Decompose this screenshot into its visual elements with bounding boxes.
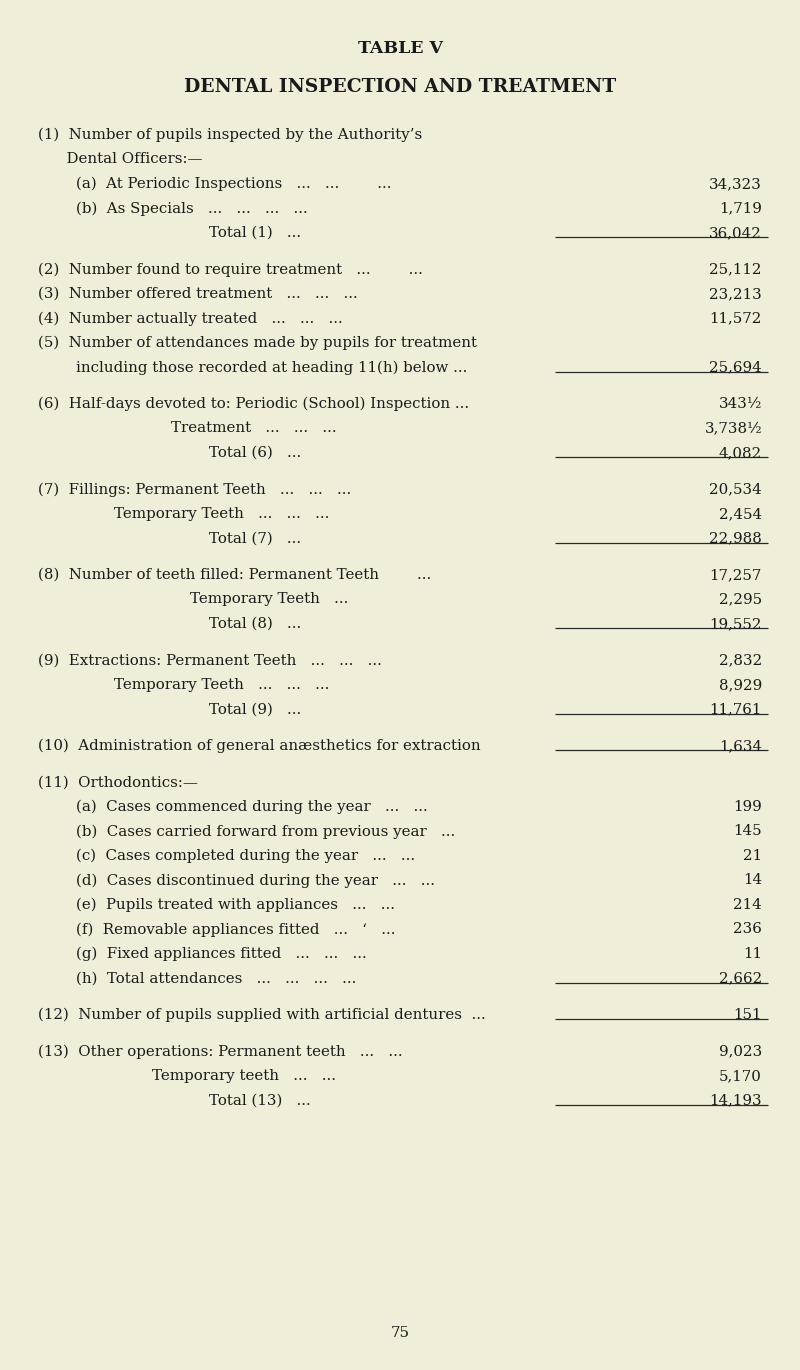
Text: DENTAL INSPECTION AND TREATMENT: DENTAL INSPECTION AND TREATMENT [184,78,616,96]
Text: (h)  Total attendances   ...   ...   ...   ...: (h) Total attendances ... ... ... ... [38,971,356,985]
Text: 19,552: 19,552 [710,616,762,632]
Text: 25,112: 25,112 [710,263,762,277]
Text: 2,454: 2,454 [719,507,762,521]
Text: TABLE V: TABLE V [358,40,442,58]
Text: 36,042: 36,042 [709,226,762,240]
Text: (7)  Fillings: Permanent Teeth   ...   ...   ...: (7) Fillings: Permanent Teeth ... ... ..… [38,482,351,497]
Text: (e)  Pupils treated with appliances   ...   ...: (e) Pupils treated with appliances ... .… [38,897,395,912]
Text: (4)  Number actually treated   ...   ...   ...: (4) Number actually treated ... ... ... [38,311,342,326]
Text: 1,634: 1,634 [719,738,762,754]
Text: Total (7)   ...: Total (7) ... [38,532,301,545]
Text: 11,572: 11,572 [710,311,762,326]
Text: 214: 214 [734,897,762,912]
Text: (5)  Number of attendances made by pupils for treatment: (5) Number of attendances made by pupils… [38,336,477,351]
Text: Temporary teeth   ...   ...: Temporary teeth ... ... [38,1069,336,1084]
Text: 22,988: 22,988 [709,532,762,545]
Text: 21: 21 [743,849,762,863]
Text: (b)  Cases carried forward from previous year   ...: (b) Cases carried forward from previous … [38,825,455,838]
Text: 2,295: 2,295 [719,592,762,607]
Text: (a)  At Periodic Inspections   ...   ...        ...: (a) At Periodic Inspections ... ... ... [38,177,391,192]
Text: (a)  Cases commenced during the year   ...   ...: (a) Cases commenced during the year ... … [38,800,428,814]
Text: 2,662: 2,662 [718,971,762,985]
Text: 2,832: 2,832 [718,653,762,667]
Text: 343½: 343½ [718,397,762,411]
Text: (1)  Number of pupils inspected by the Authority’s: (1) Number of pupils inspected by the Au… [38,127,422,142]
Text: Temporary Teeth   ...   ...   ...: Temporary Teeth ... ... ... [38,678,330,692]
Text: 75: 75 [390,1326,410,1340]
Text: (12)  Number of pupils supplied with artificial dentures  ...: (12) Number of pupils supplied with arti… [38,1008,486,1022]
Text: 236: 236 [733,922,762,937]
Text: (c)  Cases completed during the year   ...   ...: (c) Cases completed during the year ... … [38,849,415,863]
Text: 3,738½: 3,738½ [704,422,762,436]
Text: 23,213: 23,213 [710,286,762,301]
Text: Dental Officers:—: Dental Officers:— [38,152,202,167]
Text: Total (6)   ...: Total (6) ... [38,447,302,460]
Text: Total (13)   ...: Total (13) ... [38,1093,310,1107]
Text: Total (9)   ...: Total (9) ... [38,703,302,717]
Text: (b)  As Specials   ...   ...   ...   ...: (b) As Specials ... ... ... ... [38,201,308,216]
Text: 145: 145 [734,825,762,838]
Text: 5,170: 5,170 [719,1069,762,1084]
Text: (3)  Number offered treatment   ...   ...   ...: (3) Number offered treatment ... ... ... [38,286,358,301]
Text: 11,761: 11,761 [710,703,762,717]
Text: 14: 14 [743,874,762,888]
Text: including those recorded at heading 11(h) below ...: including those recorded at heading 11(h… [38,360,467,375]
Text: (d)  Cases discontinued during the year   ...   ...: (d) Cases discontinued during the year .… [38,874,435,888]
Text: 4,082: 4,082 [718,447,762,460]
Text: (11)  Orthodontics:—: (11) Orthodontics:— [38,775,198,789]
Text: Temporary Teeth   ...   ...   ...: Temporary Teeth ... ... ... [38,507,330,521]
Text: (f)  Removable appliances fitted   ...   ‘   ...: (f) Removable appliances fitted ... ‘ ..… [38,922,395,937]
Text: 1,719: 1,719 [719,201,762,215]
Text: 199: 199 [734,800,762,814]
Text: (13)  Other operations: Permanent teeth   ...   ...: (13) Other operations: Permanent teeth .… [38,1044,402,1059]
Text: (6)  Half-days devoted to: Periodic (School) Inspection ...: (6) Half-days devoted to: Periodic (Scho… [38,397,469,411]
Text: Temporary Teeth   ...: Temporary Teeth ... [38,592,348,607]
Text: (g)  Fixed appliances fitted   ...   ...   ...: (g) Fixed appliances fitted ... ... ... [38,947,366,962]
Text: 20,534: 20,534 [710,482,762,496]
Text: (8)  Number of teeth filled: Permanent Teeth        ...: (8) Number of teeth filled: Permanent Te… [38,569,431,582]
Text: Total (8)   ...: Total (8) ... [38,616,302,632]
Text: 8,929: 8,929 [718,678,762,692]
Text: 9,023: 9,023 [718,1044,762,1059]
Text: Treatment   ...   ...   ...: Treatment ... ... ... [38,422,337,436]
Text: 14,193: 14,193 [710,1093,762,1107]
Text: (10)  Administration of general anæsthetics for extraction: (10) Administration of general anæstheti… [38,738,481,754]
Text: Total (1)   ...: Total (1) ... [38,226,301,240]
Text: 17,257: 17,257 [710,569,762,582]
Text: (2)  Number found to require treatment   ...        ...: (2) Number found to require treatment ..… [38,263,423,277]
Text: 25,694: 25,694 [710,360,762,374]
Text: 151: 151 [734,1008,762,1022]
Text: (9)  Extractions: Permanent Teeth   ...   ...   ...: (9) Extractions: Permanent Teeth ... ...… [38,653,382,667]
Text: 34,323: 34,323 [709,177,762,190]
Text: 11: 11 [743,947,762,960]
